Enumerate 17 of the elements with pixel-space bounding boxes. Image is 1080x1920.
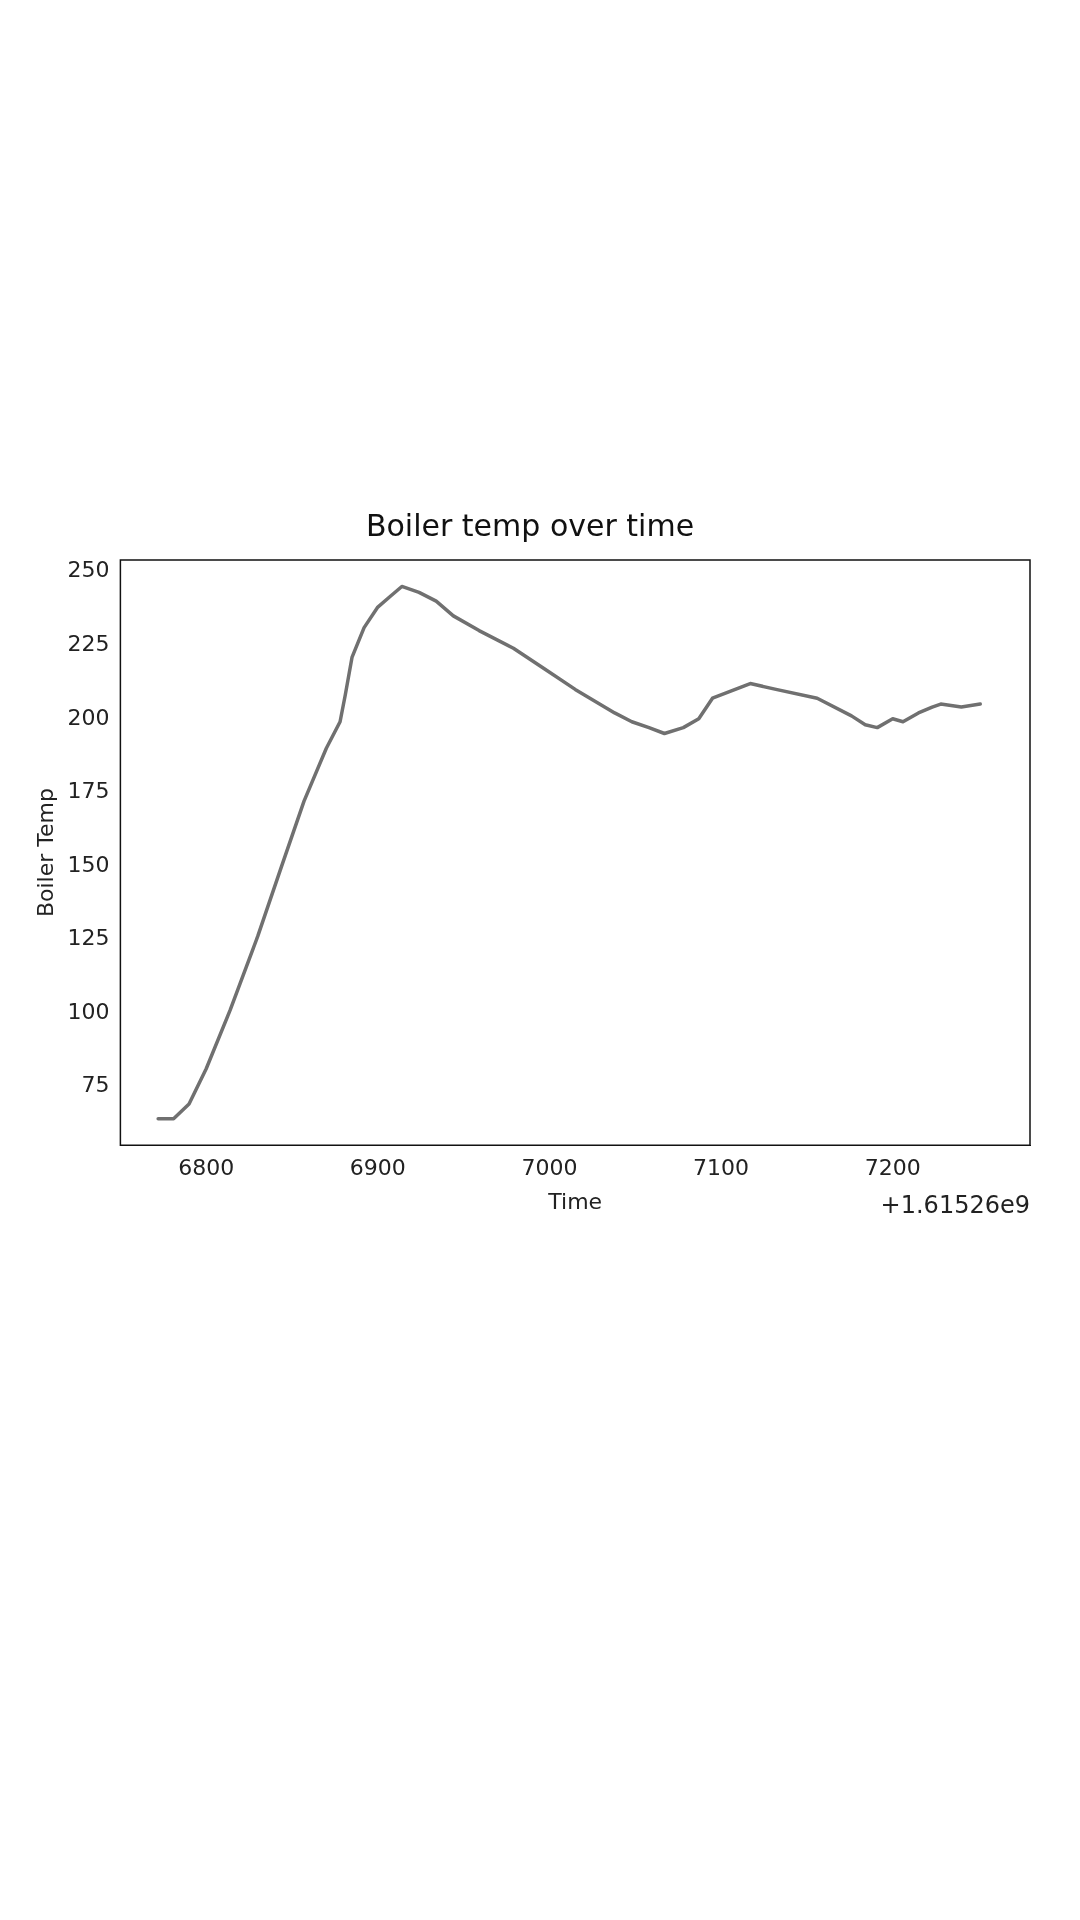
x-tick-label: 7100 xyxy=(693,1155,750,1181)
y-tick-label: 175 xyxy=(67,778,110,804)
y-axis-title: Boiler Temp xyxy=(32,788,58,918)
x-tick-label: 7200 xyxy=(864,1155,921,1181)
x-tick-label: 6900 xyxy=(349,1155,406,1181)
x-axis-title: Time xyxy=(547,1188,603,1214)
text: +1.61526e9 xyxy=(880,1191,1030,1220)
y-tick-label: 75 xyxy=(81,1072,110,1098)
chart-title: Boiler temp over time xyxy=(365,507,695,543)
x-tick-label: 7000 xyxy=(521,1155,578,1181)
x-tick-label: 6800 xyxy=(178,1155,235,1181)
y-tick-label: 150 xyxy=(67,851,110,877)
y-tick-label: 125 xyxy=(67,925,110,951)
y-tick-label: 200 xyxy=(67,704,110,730)
y-tick-label: 250 xyxy=(67,557,110,583)
y-tick-label: 225 xyxy=(67,631,110,656)
y-tick-label: 100 xyxy=(67,998,110,1024)
